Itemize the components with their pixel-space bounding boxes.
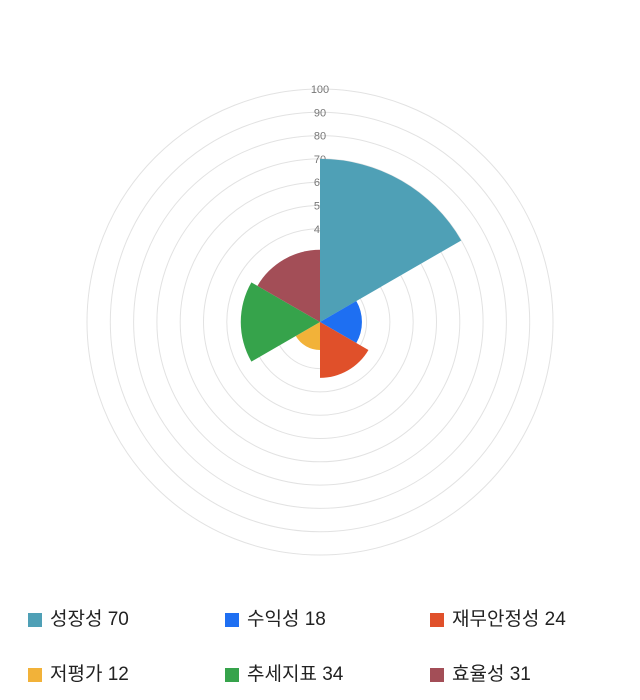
legend-swatch xyxy=(430,613,444,627)
polar-area-chart: 100908070605040 xyxy=(86,84,554,556)
legend-item: 재무안정성 24 xyxy=(430,608,618,632)
chart-sector-3 xyxy=(295,322,320,350)
chart-sector-5 xyxy=(257,249,320,322)
grid-circle xyxy=(86,88,554,556)
legend-swatch xyxy=(430,668,444,682)
legend-swatch xyxy=(28,668,42,682)
chart-sector-2 xyxy=(320,322,369,378)
grid-circle xyxy=(133,135,507,509)
legend-item: 추세지표 34 xyxy=(225,663,430,687)
radial-tick-label: 90 xyxy=(314,107,326,119)
legend-swatch xyxy=(225,668,239,682)
legend-item: 저평가 12 xyxy=(28,663,225,687)
legend-label: 저평가 12 xyxy=(50,664,129,685)
chart-sector-0 xyxy=(320,158,462,322)
chart-sector-1 xyxy=(320,301,362,343)
legend-label: 재무안정성 24 xyxy=(452,609,566,630)
grid-circle xyxy=(109,111,531,533)
chart-canvas: 100908070605040 xyxy=(86,84,554,556)
legend-label: 추세지표 34 xyxy=(247,664,344,685)
legend-label: 성장성 70 xyxy=(50,609,129,630)
legend-item: 수익성 18 xyxy=(225,608,430,632)
radial-tick-label: 100 xyxy=(311,84,329,96)
legend-label: 효율성 31 xyxy=(452,664,531,685)
legend: 성장성 70 수익성 18 재무안정성 24 저평가 12 추세지표 34 효율성 31 xyxy=(28,608,618,687)
legend-item: 성장성 70 xyxy=(28,608,225,632)
radial-tick-label: 80 xyxy=(314,131,326,143)
legend-label: 수익성 18 xyxy=(247,609,326,630)
chart-sector-4 xyxy=(240,282,320,362)
legend-swatch xyxy=(28,613,42,627)
legend-item: 효율성 31 xyxy=(430,663,618,687)
legend-swatch xyxy=(225,613,239,627)
